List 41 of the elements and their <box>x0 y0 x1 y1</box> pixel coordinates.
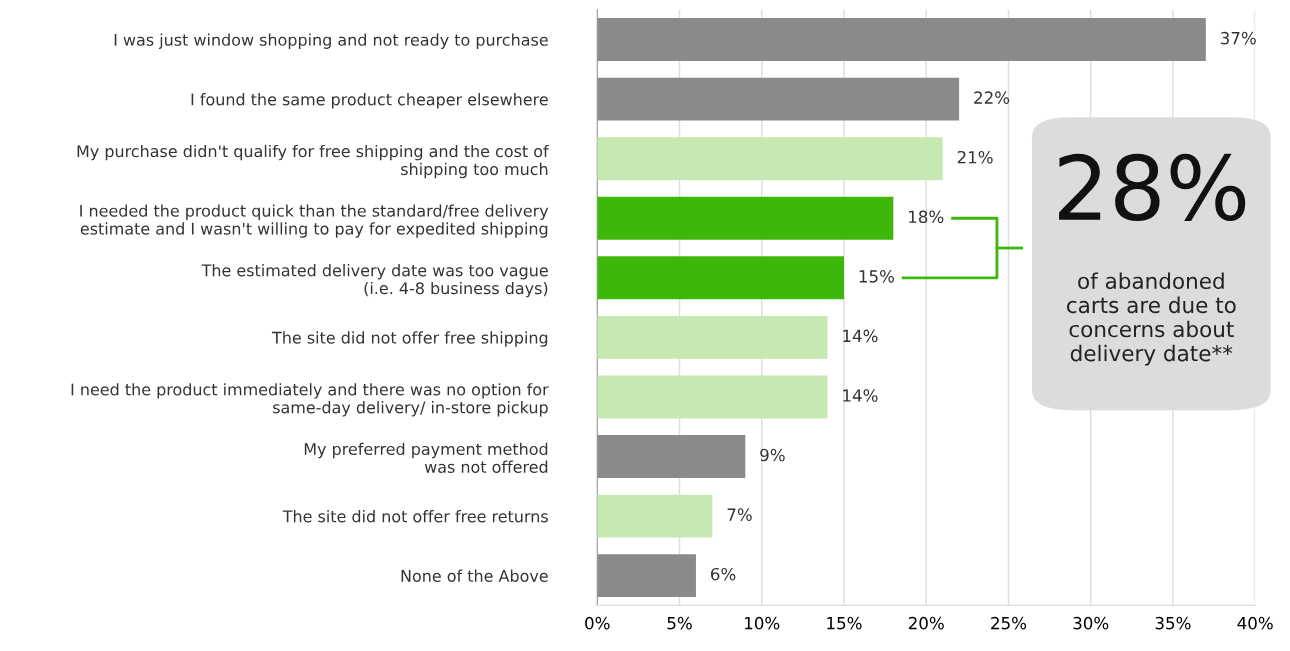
y-tick-label: My purchase didn't qualify for free shipping and the cost of shipping too much <box>77 144 549 179</box>
bar <box>597 435 746 478</box>
y-tick-label: None of the Above <box>401 569 548 582</box>
annotation: of abandoned carts are due to concerns about delivery date** <box>1067 272 1236 366</box>
y-tick-label: I was just window shopping and not ready to purchase <box>114 33 548 49</box>
x-tick-label: 30% <box>1073 616 1109 630</box>
bar <box>597 77 960 121</box>
data-label: 15% <box>859 270 894 283</box>
data-label: 6% <box>711 567 736 581</box>
data-label: 21% <box>957 150 993 164</box>
bar <box>597 137 943 181</box>
data-label: 37% <box>1220 31 1256 45</box>
bar <box>597 256 844 300</box>
x-tick-label: 5% <box>667 616 692 630</box>
bar <box>597 196 894 240</box>
bar <box>597 18 1206 61</box>
data-label: 7% <box>727 508 752 521</box>
data-label: 14% <box>843 389 878 402</box>
y-tick-label: I need the product immediately and there was no option for same-day delivery/ in-store pickup <box>71 383 549 417</box>
y-tick-label: The site did not offer free shipping <box>271 331 548 347</box>
data-label: 18% <box>909 210 944 224</box>
x-tick-label: 20% <box>908 616 944 630</box>
x-tick-label: 10% <box>745 616 780 630</box>
x-tick-label: 25% <box>991 616 1027 630</box>
y-tick-label: My preferred payment method was not offered <box>304 442 548 473</box>
x-tick-label: 35% <box>1155 616 1191 630</box>
bar <box>597 315 828 359</box>
y-tick-label: I found the same product cheaper elsewhere <box>191 93 548 109</box>
x-tick-label: 0% <box>585 616 610 630</box>
y-tick-label: The site did not offer free returns <box>282 510 548 523</box>
y-tick-label: I needed the product quick than the standard/free delivery estimate and I wasn't willing to pay for expedited shipping <box>80 204 549 238</box>
data-label: 9% <box>760 448 785 462</box>
x-tick-label: 40% <box>1237 616 1273 630</box>
data-label: 14% <box>843 329 878 343</box>
y-tick-label: The estimated delivery date was too vague (i.e. 4-8 business days) <box>201 264 548 298</box>
bar <box>597 554 696 598</box>
x-tick-label: 15% <box>827 616 862 630</box>
bar <box>597 494 713 538</box>
data-label: 22% <box>974 91 1010 104</box>
annotation: 28% <box>1059 153 1246 222</box>
bar <box>597 375 828 419</box>
